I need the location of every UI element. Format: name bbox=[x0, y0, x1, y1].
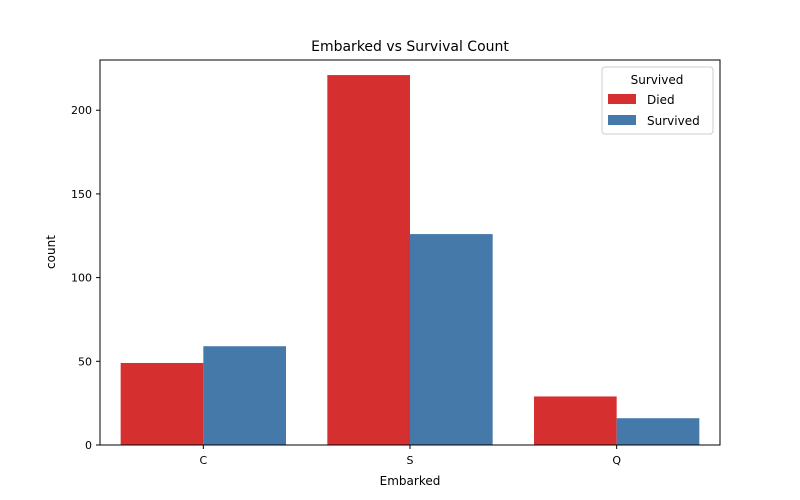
x-tick-label: Q bbox=[612, 454, 621, 467]
y-tick-label: 200 bbox=[71, 104, 92, 117]
bar-died-s bbox=[327, 75, 410, 445]
legend: Survived Died Survived bbox=[601, 66, 714, 135]
bar-survived-s bbox=[410, 234, 493, 445]
bar-died-c bbox=[120, 362, 204, 445]
y-axis-label: count bbox=[44, 235, 58, 269]
y-tick-label: 0 bbox=[85, 439, 92, 452]
legend-label-died: Died bbox=[647, 93, 675, 107]
legend-title: Survived bbox=[631, 73, 684, 87]
legend-label-survived: Survived bbox=[647, 114, 700, 128]
x-tick-label: S bbox=[407, 454, 414, 467]
plot-frame bbox=[99, 59, 721, 446]
x-axis-label: Embarked bbox=[380, 474, 441, 488]
bars-group bbox=[120, 75, 700, 445]
y-tick-label: 100 bbox=[71, 272, 92, 285]
x-tick-label: C bbox=[199, 454, 207, 467]
bar-died-q bbox=[534, 396, 617, 445]
y-tick-label: 50 bbox=[78, 355, 92, 368]
y-tick-label: 150 bbox=[71, 188, 92, 201]
chart-title: Embarked vs Survival Count bbox=[311, 39, 509, 55]
legend-swatch-survived bbox=[608, 115, 636, 125]
bar-survived-q bbox=[616, 418, 700, 445]
legend-swatch-died bbox=[608, 94, 636, 104]
bar-survived-c bbox=[203, 346, 286, 445]
y-axis: 0 50 100 150 200 bbox=[71, 104, 100, 452]
